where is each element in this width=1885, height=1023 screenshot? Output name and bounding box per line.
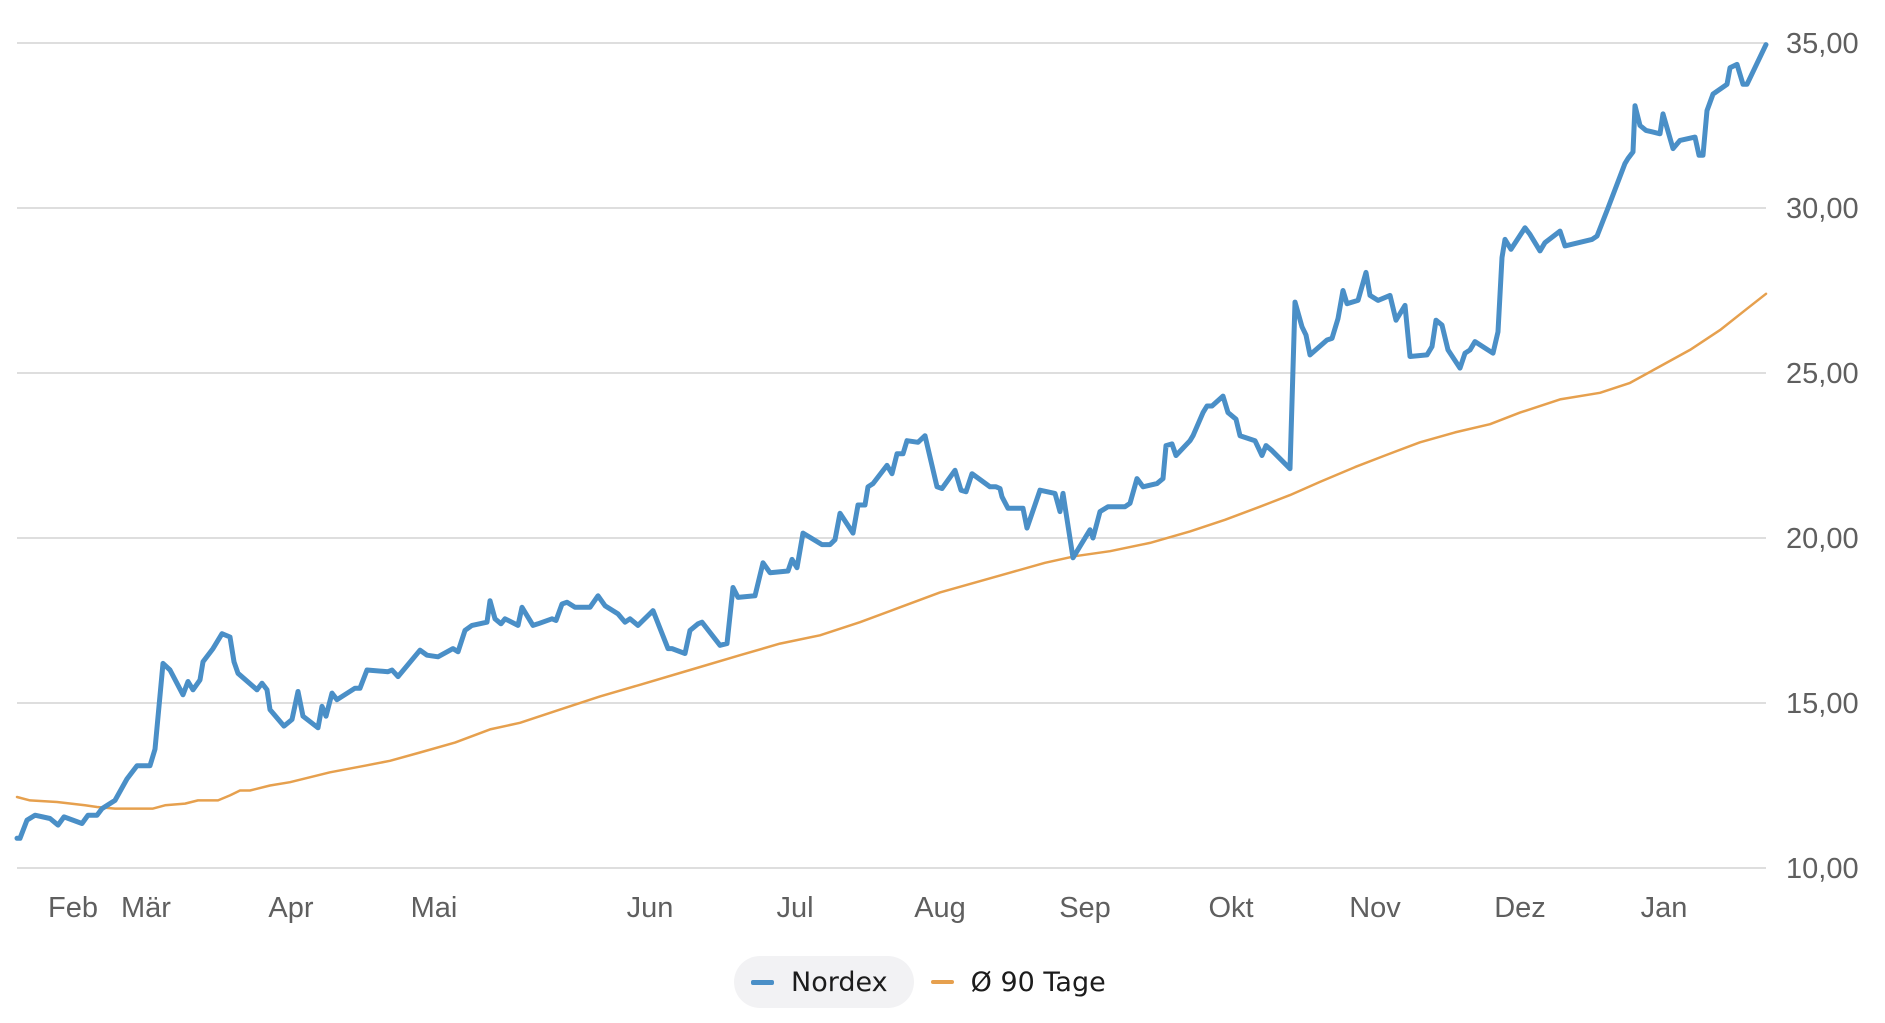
x-tick-label: Dez [1494,892,1546,924]
gridlines [17,42,1766,869]
x-tick-label: Sep [1059,892,1111,924]
x-tick-label: Mär [121,892,171,924]
x-tick-label: Jun [627,892,674,924]
y-axis: 10,00 15,00 20,00 25,00 30,00 35,00 [1786,28,1859,885]
legend-label: Ø 90 Tage [970,966,1106,998]
x-tick-label: Feb [48,892,98,924]
line-swatch-icon [751,979,774,985]
legend-label: Nordex [791,966,888,998]
series-line-90-day-average[interactable] [15,292,1768,810]
line-swatch-icon [930,980,954,984]
x-tick-label: Jul [776,892,813,924]
x-axis: Feb Mär Apr Mai Jun Jul Aug Sep Okt Nov Dez Jan [48,892,1687,924]
x-tick-label: Mai [411,892,458,924]
y-tick-label: 25,00 [1786,358,1859,390]
line-chart: 10,00 15,00 20,00 25,00 30,00 35,00 Feb Mär Apr… [14,28,1859,924]
series-line-nordex[interactable] [14,42,1769,841]
x-tick-label: Aug [914,892,966,924]
x-tick-label: Nov [1349,892,1401,924]
y-tick-label: 30,00 [1786,193,1859,225]
x-tick-label: Jan [1641,892,1688,924]
legend-item-90-day-average[interactable]: Ø 90 Tage [914,956,1132,1008]
x-tick-label: Okt [1208,892,1253,924]
x-tick-label: Apr [268,892,313,924]
series [14,42,1769,841]
y-tick-label: 10,00 [1786,853,1859,885]
legend-item-nordex[interactable]: Nordex [734,956,914,1008]
y-tick-label: 35,00 [1786,28,1859,60]
y-tick-label: 20,00 [1786,523,1859,555]
y-tick-label: 15,00 [1786,688,1859,720]
chart-legend: Nordex Ø 90 Tage [734,956,1132,1008]
